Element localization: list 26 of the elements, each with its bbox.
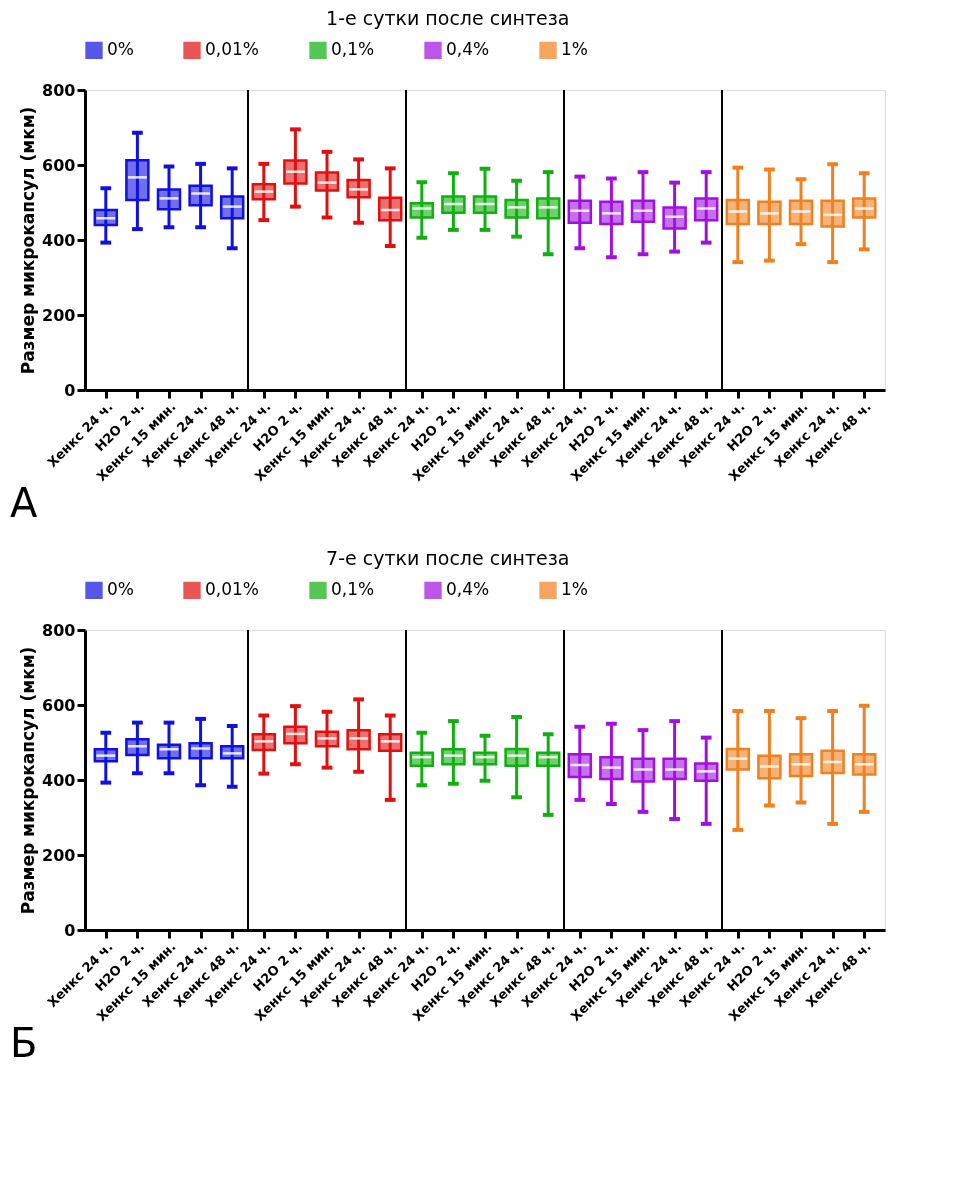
- legend-label: 0,4%: [446, 579, 490, 600]
- y-tick-label: 600: [42, 695, 76, 715]
- y-axis-title: Размер микрокапсул (мкм): [18, 646, 39, 915]
- y-axis-title: Размер микрокапсул (мкм): [18, 106, 39, 375]
- y-tick-label: 400: [42, 770, 76, 790]
- legend-label: 0%: [107, 39, 134, 60]
- legend-label: 1%: [561, 579, 588, 600]
- chart-title: 7-е сутки после синтеза: [326, 547, 570, 569]
- y-tick-label: 800: [42, 80, 76, 100]
- y-tick-label: 200: [42, 305, 76, 325]
- text: Б: [10, 1020, 38, 1066]
- legend-label: 1%: [561, 39, 588, 60]
- y-tick-label: 0: [64, 380, 76, 400]
- legend-label: 0,1%: [331, 579, 375, 600]
- chart-title: 1-е сутки после синтеза: [326, 7, 570, 29]
- legend-label: 0,4%: [446, 39, 490, 60]
- y-tick-label: 200: [42, 845, 76, 865]
- legend-label: 0,01%: [205, 39, 260, 60]
- y-tick-label: 400: [42, 230, 76, 250]
- legend-label: 0,01%: [205, 579, 260, 600]
- y-tick-label: 600: [42, 155, 76, 175]
- y-tick-label: 0: [64, 920, 76, 940]
- y-tick-label: 800: [42, 620, 76, 640]
- legend-label: 0,1%: [331, 39, 375, 60]
- text: А: [10, 480, 38, 526]
- legend-label: 0%: [107, 579, 134, 600]
